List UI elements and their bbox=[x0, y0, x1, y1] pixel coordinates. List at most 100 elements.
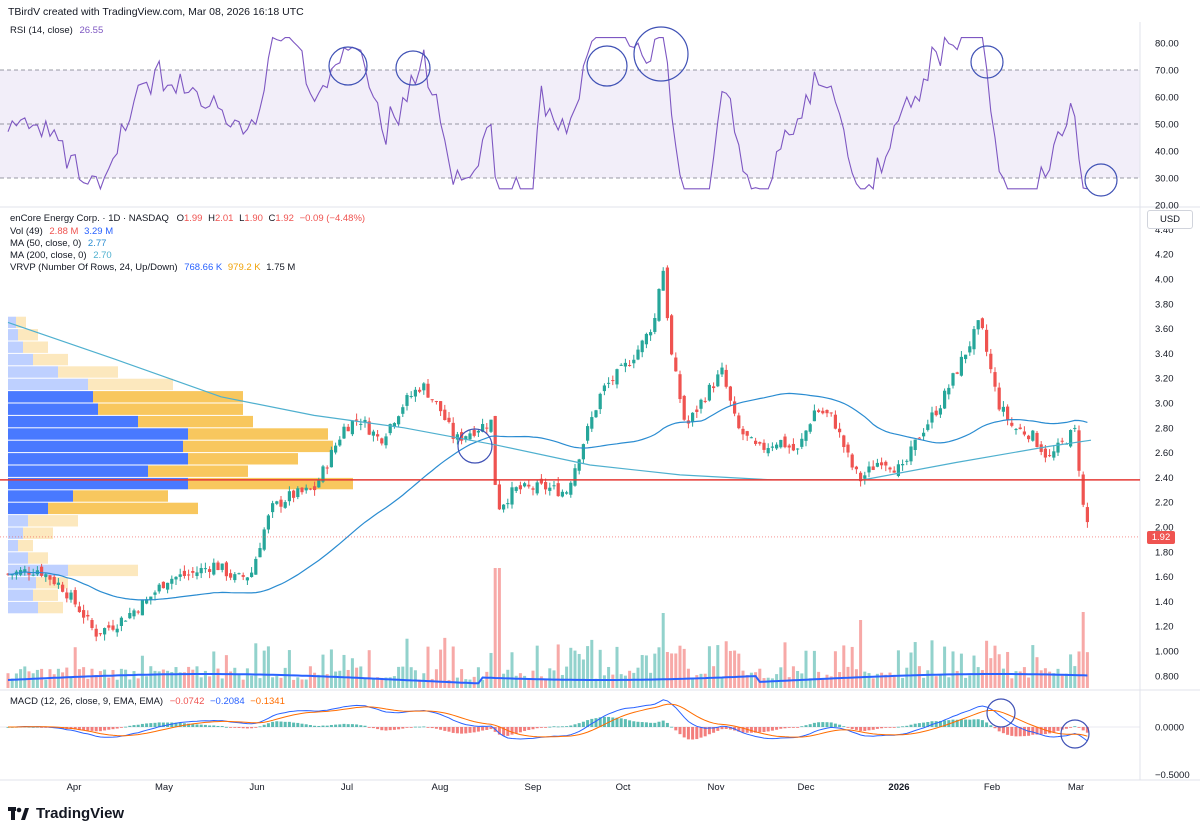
candle-body bbox=[31, 574, 35, 576]
candle-body bbox=[674, 357, 678, 372]
vrvp-legend-name: VRVP (Number Of Rows, 24, Up/Down) bbox=[10, 262, 178, 273]
volume-bar bbox=[737, 653, 741, 688]
candle-body bbox=[712, 386, 716, 389]
volume-bar bbox=[136, 678, 140, 688]
candle-body bbox=[569, 482, 573, 495]
tradingview-logo-icon bbox=[8, 806, 29, 820]
volume-bar bbox=[161, 669, 165, 688]
time-tick-label: Aug bbox=[432, 782, 449, 793]
volume-bar bbox=[392, 676, 396, 688]
ma200-legend-name: MA (200, close, 0) bbox=[10, 250, 87, 261]
rsi-panel bbox=[0, 36, 1140, 191]
symbol-name[interactable]: enCore Energy Corp. · 1D · NASDAQ bbox=[10, 213, 169, 224]
time-tick-label: Nov bbox=[708, 782, 725, 793]
volume-profile bbox=[8, 316, 353, 614]
macd-hist-bar bbox=[216, 725, 220, 727]
volume-bar bbox=[283, 667, 287, 688]
vrvp-up-bar bbox=[8, 515, 28, 527]
candle-body bbox=[1052, 451, 1056, 458]
volume-bar bbox=[397, 666, 401, 688]
macd-hist-bar bbox=[623, 719, 627, 727]
volume-bar bbox=[913, 642, 917, 688]
candle-body bbox=[665, 267, 669, 319]
currency-button[interactable]: USD bbox=[1147, 210, 1193, 229]
volume-bar bbox=[321, 654, 325, 688]
rsi-legend-value: 26.55 bbox=[79, 25, 104, 36]
macd-legend-signal: −0.1341 bbox=[250, 696, 285, 707]
macd-hist-bar bbox=[791, 727, 795, 728]
volume-bar bbox=[993, 645, 997, 688]
macd-hist-bar bbox=[523, 727, 527, 731]
volume-bar bbox=[901, 677, 905, 688]
macd-cross-circle bbox=[1060, 719, 1090, 749]
candle-body bbox=[1001, 406, 1005, 412]
vol-legend-v2: 3.29 M bbox=[84, 226, 114, 237]
volume-bar bbox=[224, 655, 228, 688]
macd-hist-bar bbox=[464, 727, 468, 734]
candle-body bbox=[989, 353, 993, 370]
volume-bar bbox=[514, 675, 518, 688]
candle-body bbox=[623, 362, 627, 367]
candle-body bbox=[350, 420, 354, 435]
vrvp-down-bar bbox=[33, 353, 68, 366]
vrvp-down-bar bbox=[98, 403, 243, 415]
candle-body bbox=[947, 387, 951, 395]
candle-body bbox=[875, 462, 879, 467]
macd-hist-bar bbox=[619, 718, 623, 727]
macd-hist-bar bbox=[439, 727, 443, 730]
macd-hist-bar bbox=[602, 716, 606, 727]
candle-body bbox=[922, 432, 926, 437]
volume-bar bbox=[573, 650, 577, 688]
vrvp-up-bar bbox=[8, 601, 38, 614]
ohlc-h: 2.01 bbox=[214, 213, 234, 224]
volume-bar bbox=[296, 677, 300, 688]
macd-hist-bar bbox=[149, 723, 153, 727]
volume-bar bbox=[241, 679, 245, 688]
candle-body bbox=[426, 383, 430, 398]
volume-bar bbox=[103, 669, 107, 688]
macd-hist-bar bbox=[434, 727, 438, 729]
rsi-tick-label: 30.00 bbox=[1155, 174, 1179, 185]
candle-body bbox=[434, 401, 438, 403]
macd-hist-bar bbox=[90, 727, 94, 731]
volume-bar bbox=[535, 645, 539, 688]
volume-bar bbox=[699, 673, 703, 688]
macd-hist-bar bbox=[707, 727, 711, 735]
candle-body bbox=[518, 485, 522, 490]
vrvp-up-bar bbox=[8, 577, 36, 589]
volume-bar bbox=[313, 672, 317, 688]
candle-body bbox=[985, 329, 989, 352]
macd-hist-bar bbox=[611, 717, 615, 727]
macd-hist-bar bbox=[989, 725, 993, 727]
candle-body bbox=[859, 472, 863, 482]
price-tick-label: 3.00 bbox=[1155, 399, 1174, 410]
candle-body bbox=[951, 373, 955, 386]
macd-hist-bar bbox=[1018, 727, 1022, 737]
rsi-tick-label: 20.00 bbox=[1155, 201, 1179, 212]
ma50-line bbox=[8, 392, 1088, 601]
rsi-legend: RSI (14, close) 26.55 bbox=[10, 25, 103, 36]
macd-hist-bar bbox=[514, 727, 518, 734]
time-tick-label: Dec bbox=[798, 782, 815, 793]
tradingview-logo[interactable]: TradingView bbox=[8, 805, 124, 822]
rsi-overbought-circle bbox=[586, 45, 628, 87]
volume-bar bbox=[779, 667, 783, 688]
ohlc-l: 1.90 bbox=[244, 213, 263, 224]
volume-bar bbox=[678, 645, 682, 688]
candle-body bbox=[317, 480, 321, 488]
volume-bar bbox=[896, 650, 900, 688]
macd-hist-bar bbox=[367, 727, 371, 728]
volume-bar bbox=[418, 679, 422, 688]
macd-hist-bar bbox=[161, 722, 165, 727]
volume-bar bbox=[720, 677, 724, 688]
macd-hist-bar bbox=[896, 726, 900, 728]
vrvp-down-bar bbox=[23, 341, 48, 353]
candle-body bbox=[539, 478, 543, 484]
volume-bar bbox=[502, 673, 506, 688]
macd-hist-bar bbox=[1031, 727, 1035, 735]
candle-body bbox=[850, 454, 854, 468]
candle-body bbox=[103, 628, 107, 635]
volume-bar bbox=[430, 678, 434, 688]
candle-body bbox=[292, 490, 296, 498]
macd-hist-bar bbox=[909, 724, 913, 727]
